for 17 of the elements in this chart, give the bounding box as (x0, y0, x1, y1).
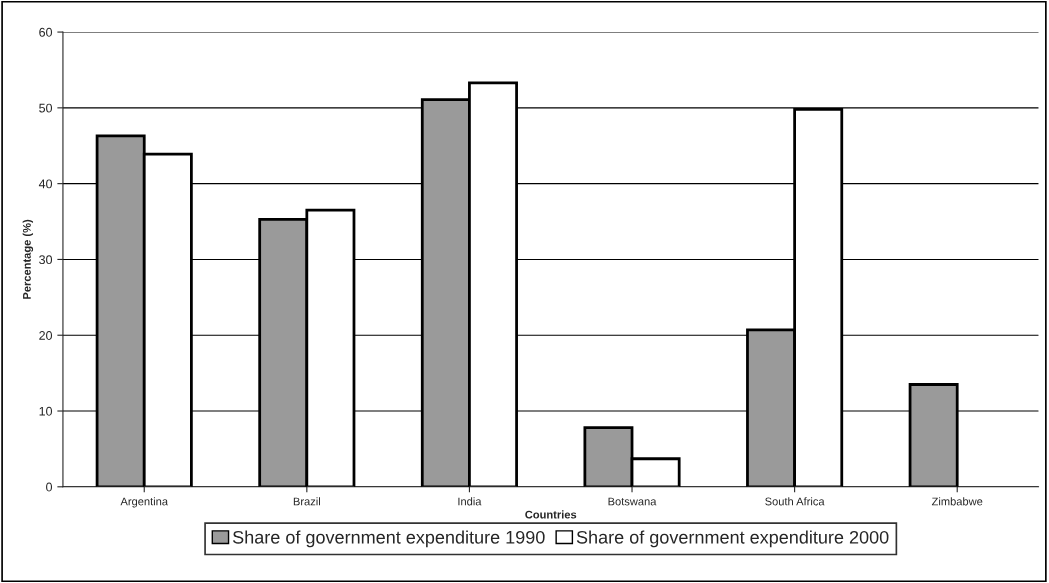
y-tick-label: 30 (39, 255, 53, 265)
x-tick-label: India (458, 497, 482, 506)
y-tick-label: 0 (46, 482, 53, 492)
y-tick-label: 40 (38, 179, 53, 189)
x-tick-label: Brazil (293, 497, 320, 506)
x-tick-label: Botswana (608, 497, 657, 506)
y-tick-label: 20 (39, 331, 53, 340)
y-tick-label: 50 (39, 103, 53, 113)
x-axis-title: Countries (525, 510, 577, 519)
legend-label: Share of government expenditure 2000 (576, 530, 889, 548)
legend-label: Share of government expenditure 1990 (232, 530, 545, 548)
x-tick-label: South Africa (765, 497, 825, 506)
y-axis-title: Percentage (%) (22, 219, 34, 299)
x-tick-label: Zimbabwe (931, 497, 983, 506)
y-tick-label: 60 (39, 27, 53, 37)
y-tick-label: 10 (39, 406, 53, 416)
x-tick-label: Argentina (120, 497, 169, 508)
